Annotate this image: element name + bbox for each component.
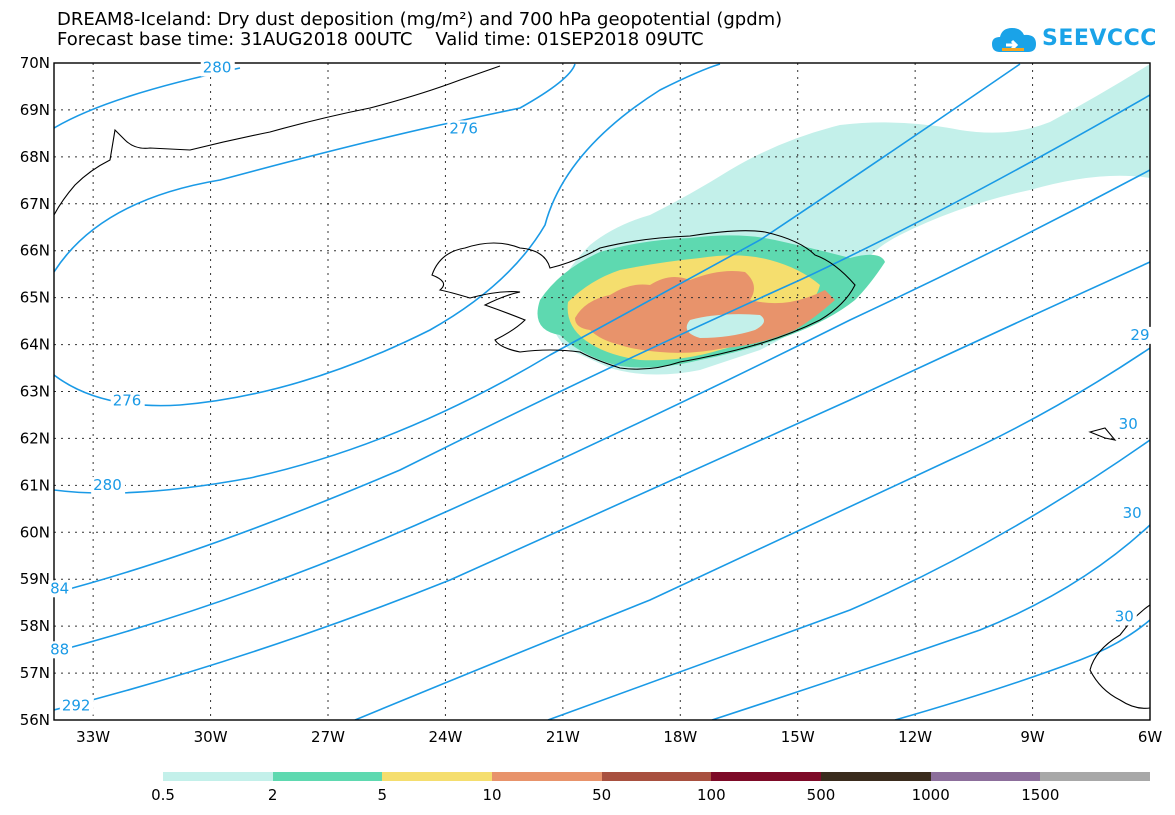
latitude-label: 58N xyxy=(20,617,50,635)
map-subtitle: Forecast base time: 31AUG2018 00UTC Vali… xyxy=(57,29,704,50)
coastlines xyxy=(54,65,1150,709)
longitude-label: 21W xyxy=(546,728,580,746)
contour-label-bg xyxy=(447,120,482,138)
contour-label: 29 xyxy=(1130,326,1149,344)
legend-label: 10 xyxy=(482,786,502,804)
legend-label: 500 xyxy=(806,786,836,804)
legend-label: 2 xyxy=(267,786,278,804)
latitude-label: 70N xyxy=(20,54,50,72)
latitude-label: 59N xyxy=(20,570,50,588)
longitude-label: 33W xyxy=(76,728,110,746)
contour-label: 280 xyxy=(93,476,122,494)
contour-label-bg xyxy=(48,641,73,659)
legend-label: 5 xyxy=(377,786,388,804)
longitude-label: 27W xyxy=(311,728,345,746)
longitude-label: 18W xyxy=(663,728,697,746)
latitude-label: 66N xyxy=(20,242,50,260)
greenland-coast xyxy=(54,65,501,216)
contour-label-bg xyxy=(48,580,73,598)
latitude-label: 57N xyxy=(20,664,50,682)
longitude-label: 9W xyxy=(1020,728,1045,746)
latitude-label: 64N xyxy=(20,336,50,354)
latitude-labels: 70N 69N 68N 67N 66N 65N 64N 63N 62N 61N 60N 59N 58N 5… xyxy=(20,54,50,729)
legend-swatch xyxy=(1040,772,1151,781)
geopotential-contours xyxy=(54,63,1150,720)
contour-label-bg xyxy=(1120,505,1145,523)
lat-lon-grid xyxy=(54,63,1150,720)
logo-text: SEEVCCC xyxy=(1042,26,1157,51)
longitude-label: 12W xyxy=(898,728,932,746)
contour-label: 30 xyxy=(1119,415,1138,433)
cloud-icon xyxy=(992,28,1036,52)
latitude-label: 62N xyxy=(20,429,50,447)
contour-label-bg xyxy=(91,477,126,495)
dust-shading-layer xyxy=(537,64,1150,375)
contour-label: 88 xyxy=(50,640,69,658)
legend-swatch xyxy=(821,772,931,781)
longitude-label: 30W xyxy=(194,728,228,746)
contour-label: 30 xyxy=(1123,504,1142,522)
contour-label: 276 xyxy=(449,119,478,137)
latitude-label: 60N xyxy=(20,523,50,541)
contour-label: 280 xyxy=(203,58,232,76)
contour-label-bg xyxy=(1116,416,1141,434)
longitude-label: 24W xyxy=(428,728,462,746)
longitude-label: 6W xyxy=(1138,728,1163,746)
legend-swatch xyxy=(930,772,1041,781)
contour-label-bg xyxy=(1128,326,1153,344)
color-scale-legend xyxy=(163,772,1151,784)
latitude-label: 65N xyxy=(20,289,50,307)
contour-label: 292 xyxy=(62,697,91,715)
contour-label-bg xyxy=(1112,608,1137,626)
legend-label: 1000 xyxy=(911,786,950,804)
latitude-label: 69N xyxy=(20,101,50,119)
iceland-coast xyxy=(431,230,856,370)
legend-label: 0.5 xyxy=(151,786,175,804)
legend-swatch xyxy=(272,772,383,781)
legend-label: 1500 xyxy=(1021,786,1060,804)
contour-label-bg xyxy=(110,392,145,410)
contour-label: 30 xyxy=(1115,607,1134,625)
legend-swatch xyxy=(163,772,273,781)
contour-label-bg xyxy=(59,697,94,715)
legend-swatch xyxy=(492,772,602,781)
latitude-label: 63N xyxy=(20,383,50,401)
latitude-label: 67N xyxy=(20,195,50,213)
legend-label: 100 xyxy=(697,786,726,804)
contour-labels: 280 276 276 280 84 88 292 29 30 30 30 xyxy=(48,58,1153,715)
contour-label: 84 xyxy=(50,579,69,597)
longitude-labels: 33W 30W 27W 24W 21W 18W 15W 12W 9W 6W xyxy=(76,728,1162,746)
map-frame xyxy=(53,62,1151,721)
legend-label: 50 xyxy=(592,786,612,804)
faroe-coast xyxy=(1088,427,1117,441)
legend-swatch xyxy=(601,772,712,781)
longitude-label: 15W xyxy=(781,728,815,746)
map-title: DREAM8-Iceland: Dry dust deposition (mg/… xyxy=(57,9,783,30)
contour-label-bg xyxy=(200,59,235,77)
latitude-label: 61N xyxy=(20,476,50,494)
latitude-label: 56N xyxy=(20,711,50,729)
contour-label: 276 xyxy=(113,392,142,410)
latitude-label: 68N xyxy=(20,148,50,166)
legend-swatch xyxy=(711,772,822,781)
seevccc-logo: SEEVCCC xyxy=(990,22,1156,58)
legend-swatch xyxy=(382,772,493,781)
